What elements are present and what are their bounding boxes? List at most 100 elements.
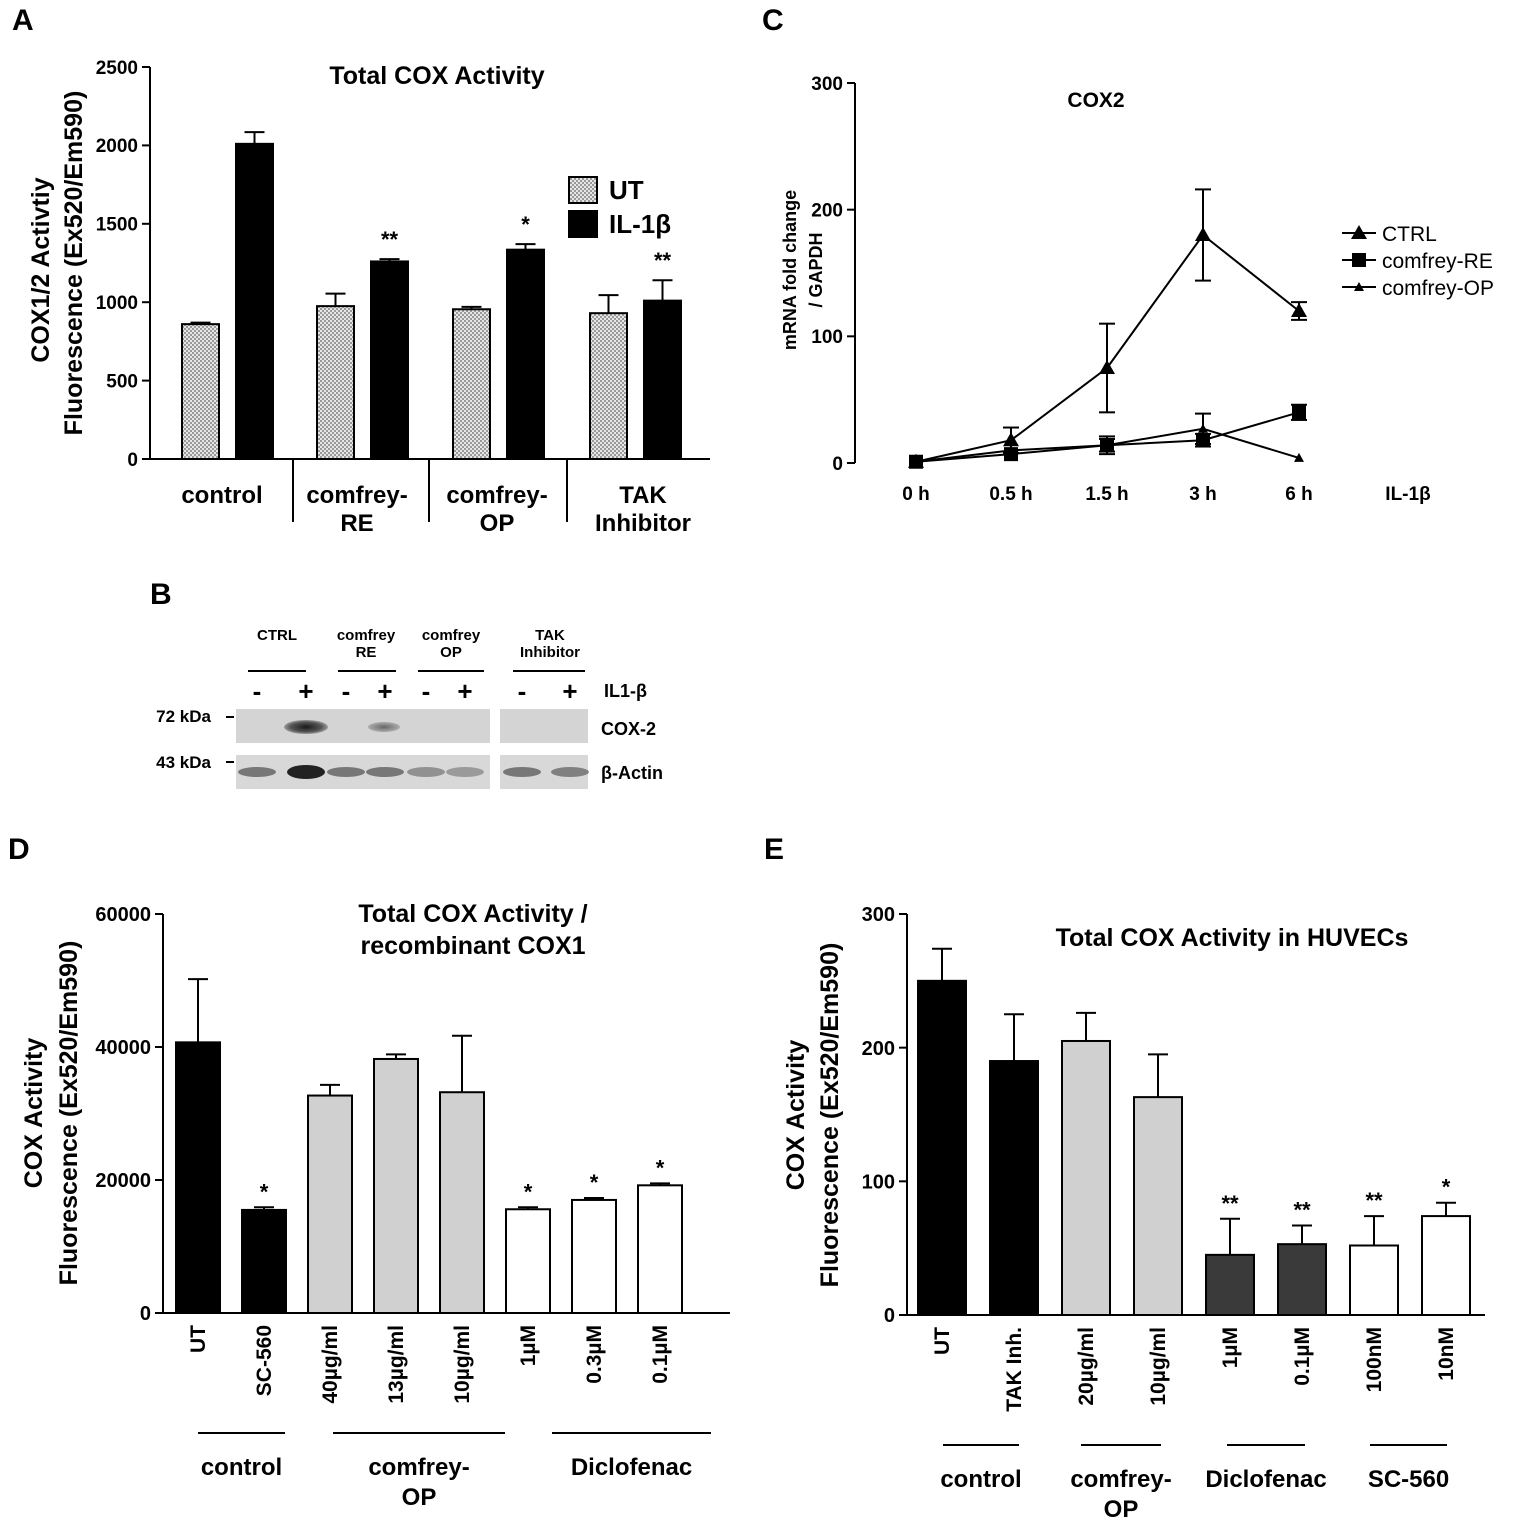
chart-e-x-tick-label: UT	[931, 1327, 954, 1355]
chart-c-y-tick-label: 300	[811, 74, 843, 95]
chart-d-bar	[439, 1091, 485, 1314]
blot-band-cox2	[284, 720, 328, 734]
chart-e-group-label: OP	[1104, 1496, 1139, 1523]
chart-c-x-tick-label: 1.5 h	[1085, 484, 1128, 505]
chart-a-legend-swatch	[568, 176, 598, 204]
chart-c-legend-label: comfrey-RE	[1382, 250, 1493, 273]
chart-a-group-label: comfrey-	[306, 482, 407, 509]
chart-a-bar	[181, 323, 220, 461]
chart-a: 0 500 1000 1500 2000 2500 Total COX Activity CO…	[27, 58, 710, 537]
chart-e-bar	[1421, 1215, 1471, 1316]
panel-letter-b: B	[150, 578, 172, 611]
chart-d-y-label: Fluorescence (Ex520/Em590)	[55, 941, 83, 1286]
chart-a-bar	[589, 312, 628, 460]
chart-a-bar	[506, 248, 545, 460]
chart-a-group-label: comfrey-	[446, 482, 547, 509]
chart-e-y-label: Fluorescence (Ex520/Em590)	[816, 943, 844, 1288]
panel-letter-e: E	[764, 833, 784, 866]
blot-group-label: comfrey	[422, 627, 481, 644]
blot-band-actin	[366, 767, 404, 777]
blot-group-label: OP	[440, 644, 462, 661]
blot-band-actin	[287, 765, 325, 779]
chart-d-bar	[241, 1208, 287, 1315]
chart-e-bar	[1349, 1244, 1399, 1316]
chart-c-point	[1292, 405, 1306, 420]
chart-e-y-tick-label: 200	[862, 1038, 895, 1060]
chart-c-legend-label: comfrey-OP	[1382, 277, 1494, 300]
blot-membrane-cox2	[500, 709, 588, 743]
chart-d-significance: *	[524, 1179, 533, 1204]
chart-d-group-label: control	[201, 1454, 282, 1481]
blot-lane-sign: -	[253, 676, 262, 706]
chart-e-y-tick-label: 100	[862, 1172, 895, 1194]
chart-e-x-tick-label: 0.1µM	[1291, 1327, 1314, 1386]
panel-letter-d: D	[8, 833, 30, 866]
blot-treatment-label: IL1-β	[604, 681, 647, 701]
chart-e-bar	[1061, 1039, 1111, 1316]
chart-e-y-tick-label: 0	[884, 1305, 895, 1327]
chart-e-y-tick-label: 300	[862, 904, 895, 926]
chart-c-x-label: IL-1β	[1385, 484, 1430, 505]
chart-e-bar	[1277, 1243, 1327, 1316]
chart-e-x-tick-label: 100nM	[1363, 1327, 1386, 1392]
panel-letter-c: C	[762, 4, 784, 37]
chart-d-x-tick-label: UT	[187, 1325, 210, 1353]
chart-c-x-tick-label: 6 h	[1285, 484, 1312, 505]
chart-c-title: COX2	[1067, 89, 1124, 112]
chart-c-point	[1102, 440, 1112, 450]
blot-group-label: Inhibitor	[520, 644, 580, 661]
chart-a-bar	[235, 142, 274, 460]
chart-d-bar	[307, 1094, 353, 1315]
chart-e-significance: **	[1365, 1188, 1383, 1213]
chart-c-point	[1291, 303, 1307, 317]
blot-lane-sign: +	[377, 676, 392, 706]
chart-a-significance: **	[381, 227, 399, 252]
chart-c-point	[1352, 253, 1366, 267]
chart-e-x-tick-label: 10nM	[1435, 1327, 1458, 1381]
chart-e-significance: **	[1221, 1191, 1239, 1216]
chart-a-significance: *	[521, 212, 530, 237]
chart-d-significance: *	[656, 1155, 665, 1180]
chart-e-group-label: SC-560	[1368, 1466, 1449, 1493]
chart-c-point	[1195, 227, 1211, 241]
chart-e-significance: *	[1442, 1175, 1451, 1200]
chart-d: 0 20000 40000 60000 COX Activity Fluorescence…	[20, 900, 730, 1511]
chart-a-group-label: RE	[340, 510, 373, 537]
chart-e-group-label: control	[940, 1466, 1021, 1493]
chart-d-x-tick-label: 13µg/ml	[385, 1325, 408, 1404]
chart-a-bar	[452, 308, 491, 461]
chart-d-y-tick-label: 20000	[95, 1170, 151, 1192]
chart-d-group-label: OP	[402, 1484, 437, 1511]
chart-d-significance: *	[590, 1170, 599, 1195]
chart-c-point	[1351, 225, 1367, 239]
chart-d-bar	[637, 1184, 683, 1314]
blot-group-label: RE	[356, 644, 377, 661]
chart-a-y-tick-label: 500	[106, 371, 138, 392]
chart-c-y-tick-label: 200	[811, 201, 843, 222]
chart-a-legend-swatch	[568, 210, 598, 238]
chart-e: 0 100 200 300 COX Activity Fluorescence (Ex52…	[782, 904, 1485, 1523]
chart-d-y-tick-label: 40000	[95, 1037, 151, 1059]
chart-e-x-tick-label: 20µg/ml	[1075, 1327, 1098, 1406]
chart-a-bar	[370, 260, 409, 460]
blot-band-actin	[238, 767, 276, 777]
chart-d-x-tick-label: 0.3µM	[583, 1325, 606, 1384]
chart-d-group-label: Diclofenac	[571, 1454, 692, 1481]
chart-e-bar	[989, 1060, 1039, 1316]
chart-a-group-label: control	[181, 482, 262, 509]
blot-lane-sign: -	[518, 676, 527, 706]
chart-c-point	[1003, 432, 1019, 447]
chart-a-legend-label: IL-1β	[609, 209, 671, 239]
chart-c-y-tick-label: 100	[811, 327, 843, 348]
blot-lane-sign: -	[342, 676, 351, 706]
chart-c-point	[1198, 423, 1208, 433]
chart-a-y-label: Fluorescence (Ex520/Em590)	[60, 91, 88, 436]
chart-c: 0 100 200 300 COX2 mRNA fold change / GAPDH 0 h…	[780, 74, 1494, 505]
chart-d-title: Total COX Activity /	[358, 900, 587, 928]
chart-e-bar	[917, 979, 967, 1316]
chart-a-significance: **	[654, 248, 672, 273]
chart-c-y-tick-label: 0	[832, 454, 843, 475]
blot-lane-sign: +	[562, 676, 577, 706]
